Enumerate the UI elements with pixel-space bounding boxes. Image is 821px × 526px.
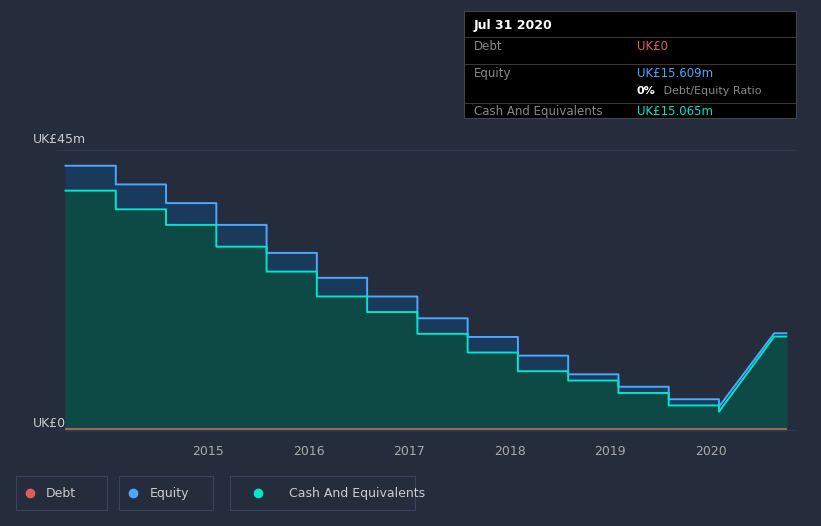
Text: Jul 31 2020: Jul 31 2020	[474, 19, 553, 32]
Text: UK£15.609m: UK£15.609m	[637, 67, 713, 79]
Text: Cash And Equivalents: Cash And Equivalents	[474, 105, 603, 118]
Text: 0%: 0%	[637, 86, 655, 96]
Text: UK£0: UK£0	[637, 39, 667, 53]
Text: Equity: Equity	[474, 67, 511, 79]
Text: UK£45m: UK£45m	[33, 133, 86, 146]
Text: UK£15.065m: UK£15.065m	[637, 105, 713, 118]
Text: Equity: Equity	[149, 487, 189, 500]
Text: Debt: Debt	[474, 39, 502, 53]
Text: Debt/Equity Ratio: Debt/Equity Ratio	[660, 86, 762, 96]
Text: UK£0: UK£0	[33, 417, 66, 430]
Text: Cash And Equivalents: Cash And Equivalents	[289, 487, 425, 500]
Text: Debt: Debt	[45, 487, 76, 500]
